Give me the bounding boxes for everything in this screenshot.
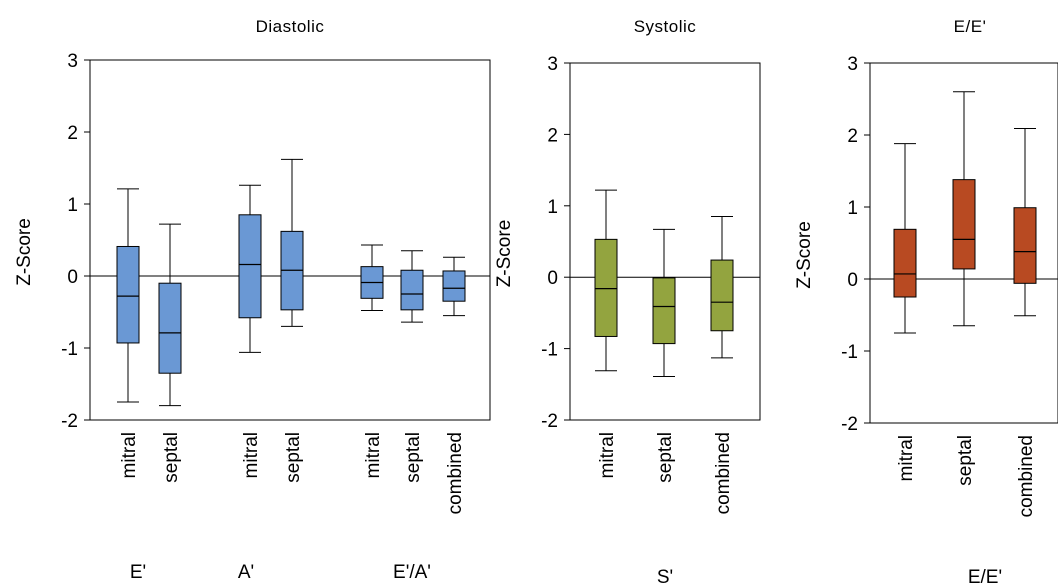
- plot-frame: [869, 62, 1058, 424]
- box-iqr: [158, 282, 182, 374]
- box-iqr: [442, 270, 466, 302]
- y-tick-label: -1: [541, 340, 558, 361]
- y-tick-label: -2: [841, 414, 858, 435]
- panel-title: Systolic: [634, 17, 697, 36]
- y-axis-label: Z-Score: [794, 221, 815, 289]
- y-tick-label: -1: [61, 339, 78, 360]
- y-tick-label: 1: [847, 198, 858, 219]
- y-axis-label: Z-Score: [494, 220, 515, 288]
- y-tick-label: 3: [547, 54, 558, 75]
- x-category-label: mitral: [119, 432, 140, 478]
- x-category-label: septal: [283, 432, 304, 483]
- box-iqr: [400, 269, 424, 311]
- x-category-label: septal: [655, 432, 676, 483]
- box-iqr: [893, 228, 917, 298]
- y-axis-label: Z-Score: [14, 218, 35, 286]
- x-category-label: septal: [403, 432, 424, 483]
- box-iqr: [594, 238, 618, 337]
- box-iqr: [116, 245, 140, 344]
- y-tick-label: 1: [547, 197, 558, 218]
- plot-frame: [569, 62, 761, 421]
- x-category-label: mitral: [896, 435, 917, 481]
- y-tick-label: 2: [67, 123, 78, 144]
- y-tick-label: -2: [61, 411, 78, 432]
- x-category-label: combined: [445, 432, 466, 514]
- y-tick-label: 2: [547, 125, 558, 146]
- y-tick-label: 0: [847, 270, 858, 291]
- x-category-label: combined: [1016, 435, 1037, 517]
- box-iqr: [1013, 207, 1037, 284]
- x-category-label: mitral: [363, 432, 384, 478]
- y-tick-label: 1: [67, 195, 78, 216]
- y-tick-label: 0: [547, 268, 558, 289]
- y-tick-label: 3: [67, 51, 78, 72]
- x-group-label: E'/A': [393, 562, 431, 583]
- x-group-label: S': [657, 567, 673, 583]
- y-tick-label: -1: [841, 342, 858, 363]
- plot-frame: [89, 59, 491, 421]
- y-tick-label: 3: [847, 54, 858, 75]
- x-category-label: septal: [161, 432, 182, 483]
- box-iqr: [652, 277, 676, 345]
- panel-title: Diastolic: [256, 17, 325, 36]
- box-iqr: [238, 214, 262, 319]
- x-group-label: E/E': [968, 567, 1002, 583]
- y-tick-label: 2: [847, 126, 858, 147]
- x-category-label: mitral: [597, 432, 618, 478]
- x-group-label: E': [130, 562, 146, 583]
- box-iqr: [952, 179, 976, 270]
- box-iqr: [710, 259, 734, 332]
- x-category-label: septal: [955, 435, 976, 486]
- x-group-label: A': [238, 562, 254, 583]
- x-category-label: combined: [713, 432, 734, 514]
- x-category-label: mitral: [241, 432, 262, 478]
- panel-title: E/E': [954, 17, 987, 36]
- y-tick-label: -2: [541, 411, 558, 432]
- y-tick-label: 0: [67, 267, 78, 288]
